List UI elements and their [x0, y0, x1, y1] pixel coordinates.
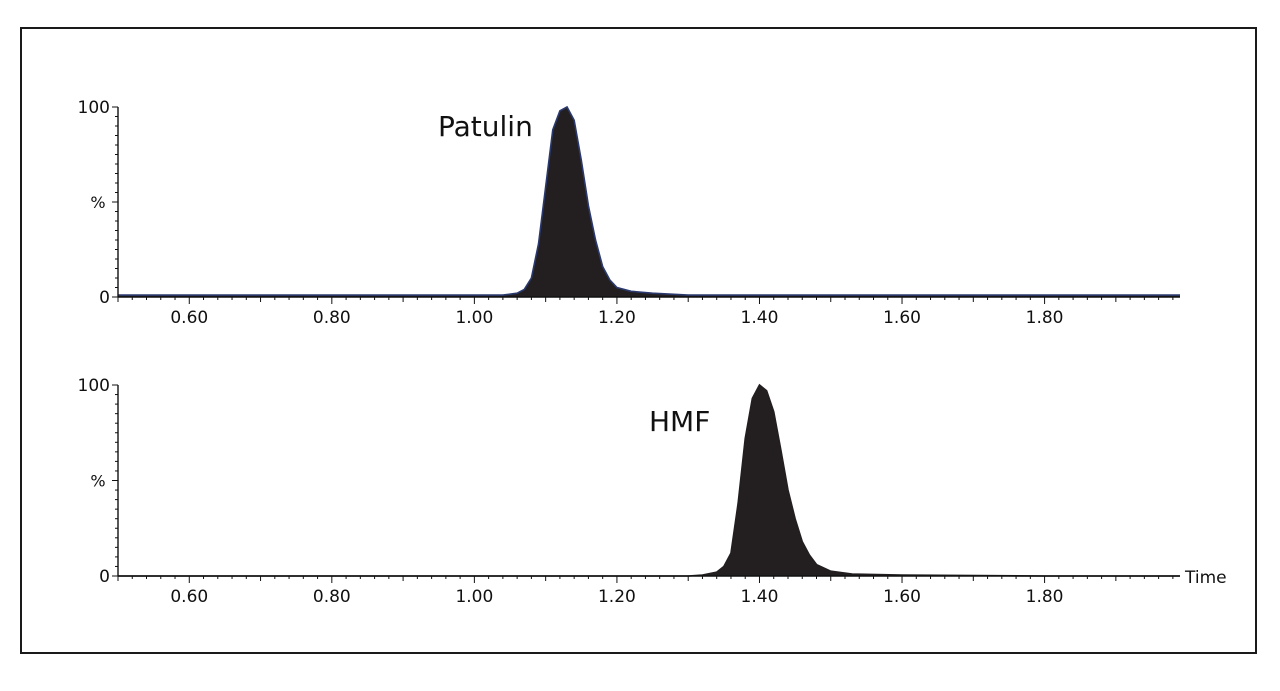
x-tick-label: 1.60	[883, 587, 921, 607]
x-tick-label: 1.00	[455, 587, 493, 607]
x-tick-label: 1.40	[741, 587, 779, 607]
x-tick-label: 1.60	[883, 308, 921, 328]
trace-line	[118, 383, 1180, 577]
peak-label: HMF	[649, 405, 710, 438]
peak-area	[118, 107, 1180, 297]
x-tick-label: 1.80	[1026, 308, 1064, 328]
x-axis-label: Time	[1184, 568, 1227, 588]
x-tick-label: 0.60	[170, 308, 208, 328]
x-tick-label: 1.20	[598, 308, 636, 328]
y-tick-label: 100	[78, 376, 110, 396]
y-tick-label: 0	[99, 288, 110, 308]
y-axis-label: %	[90, 193, 105, 212]
y-tick-label: 100	[78, 98, 110, 118]
peak-label: Patulin	[438, 110, 533, 143]
x-tick-label: 0.80	[313, 308, 351, 328]
y-tick-label: 0	[99, 567, 110, 587]
chart-panel-1: 100 0% 0.60 0.80 1.00 1.20 1.40 1.60 1.80 Patulin	[78, 98, 1180, 328]
x-tick-label: 1.80	[1026, 587, 1064, 607]
chart-panel-2: 100 0% 0.60 0.80 1.00 1.20 1.40 1.60 1.80 Time HMF	[78, 376, 1227, 607]
trace-line	[118, 105, 1180, 296]
chart-frame	[20, 27, 1257, 654]
x-tick-label: 1.40	[741, 308, 779, 328]
x-tick-label: 1.20	[598, 587, 636, 607]
x-tick-label: 1.00	[455, 308, 493, 328]
y-axis-label: %	[90, 472, 105, 491]
x-tick-label: 0.60	[170, 587, 208, 607]
x-tick-label: 0.80	[313, 587, 351, 607]
